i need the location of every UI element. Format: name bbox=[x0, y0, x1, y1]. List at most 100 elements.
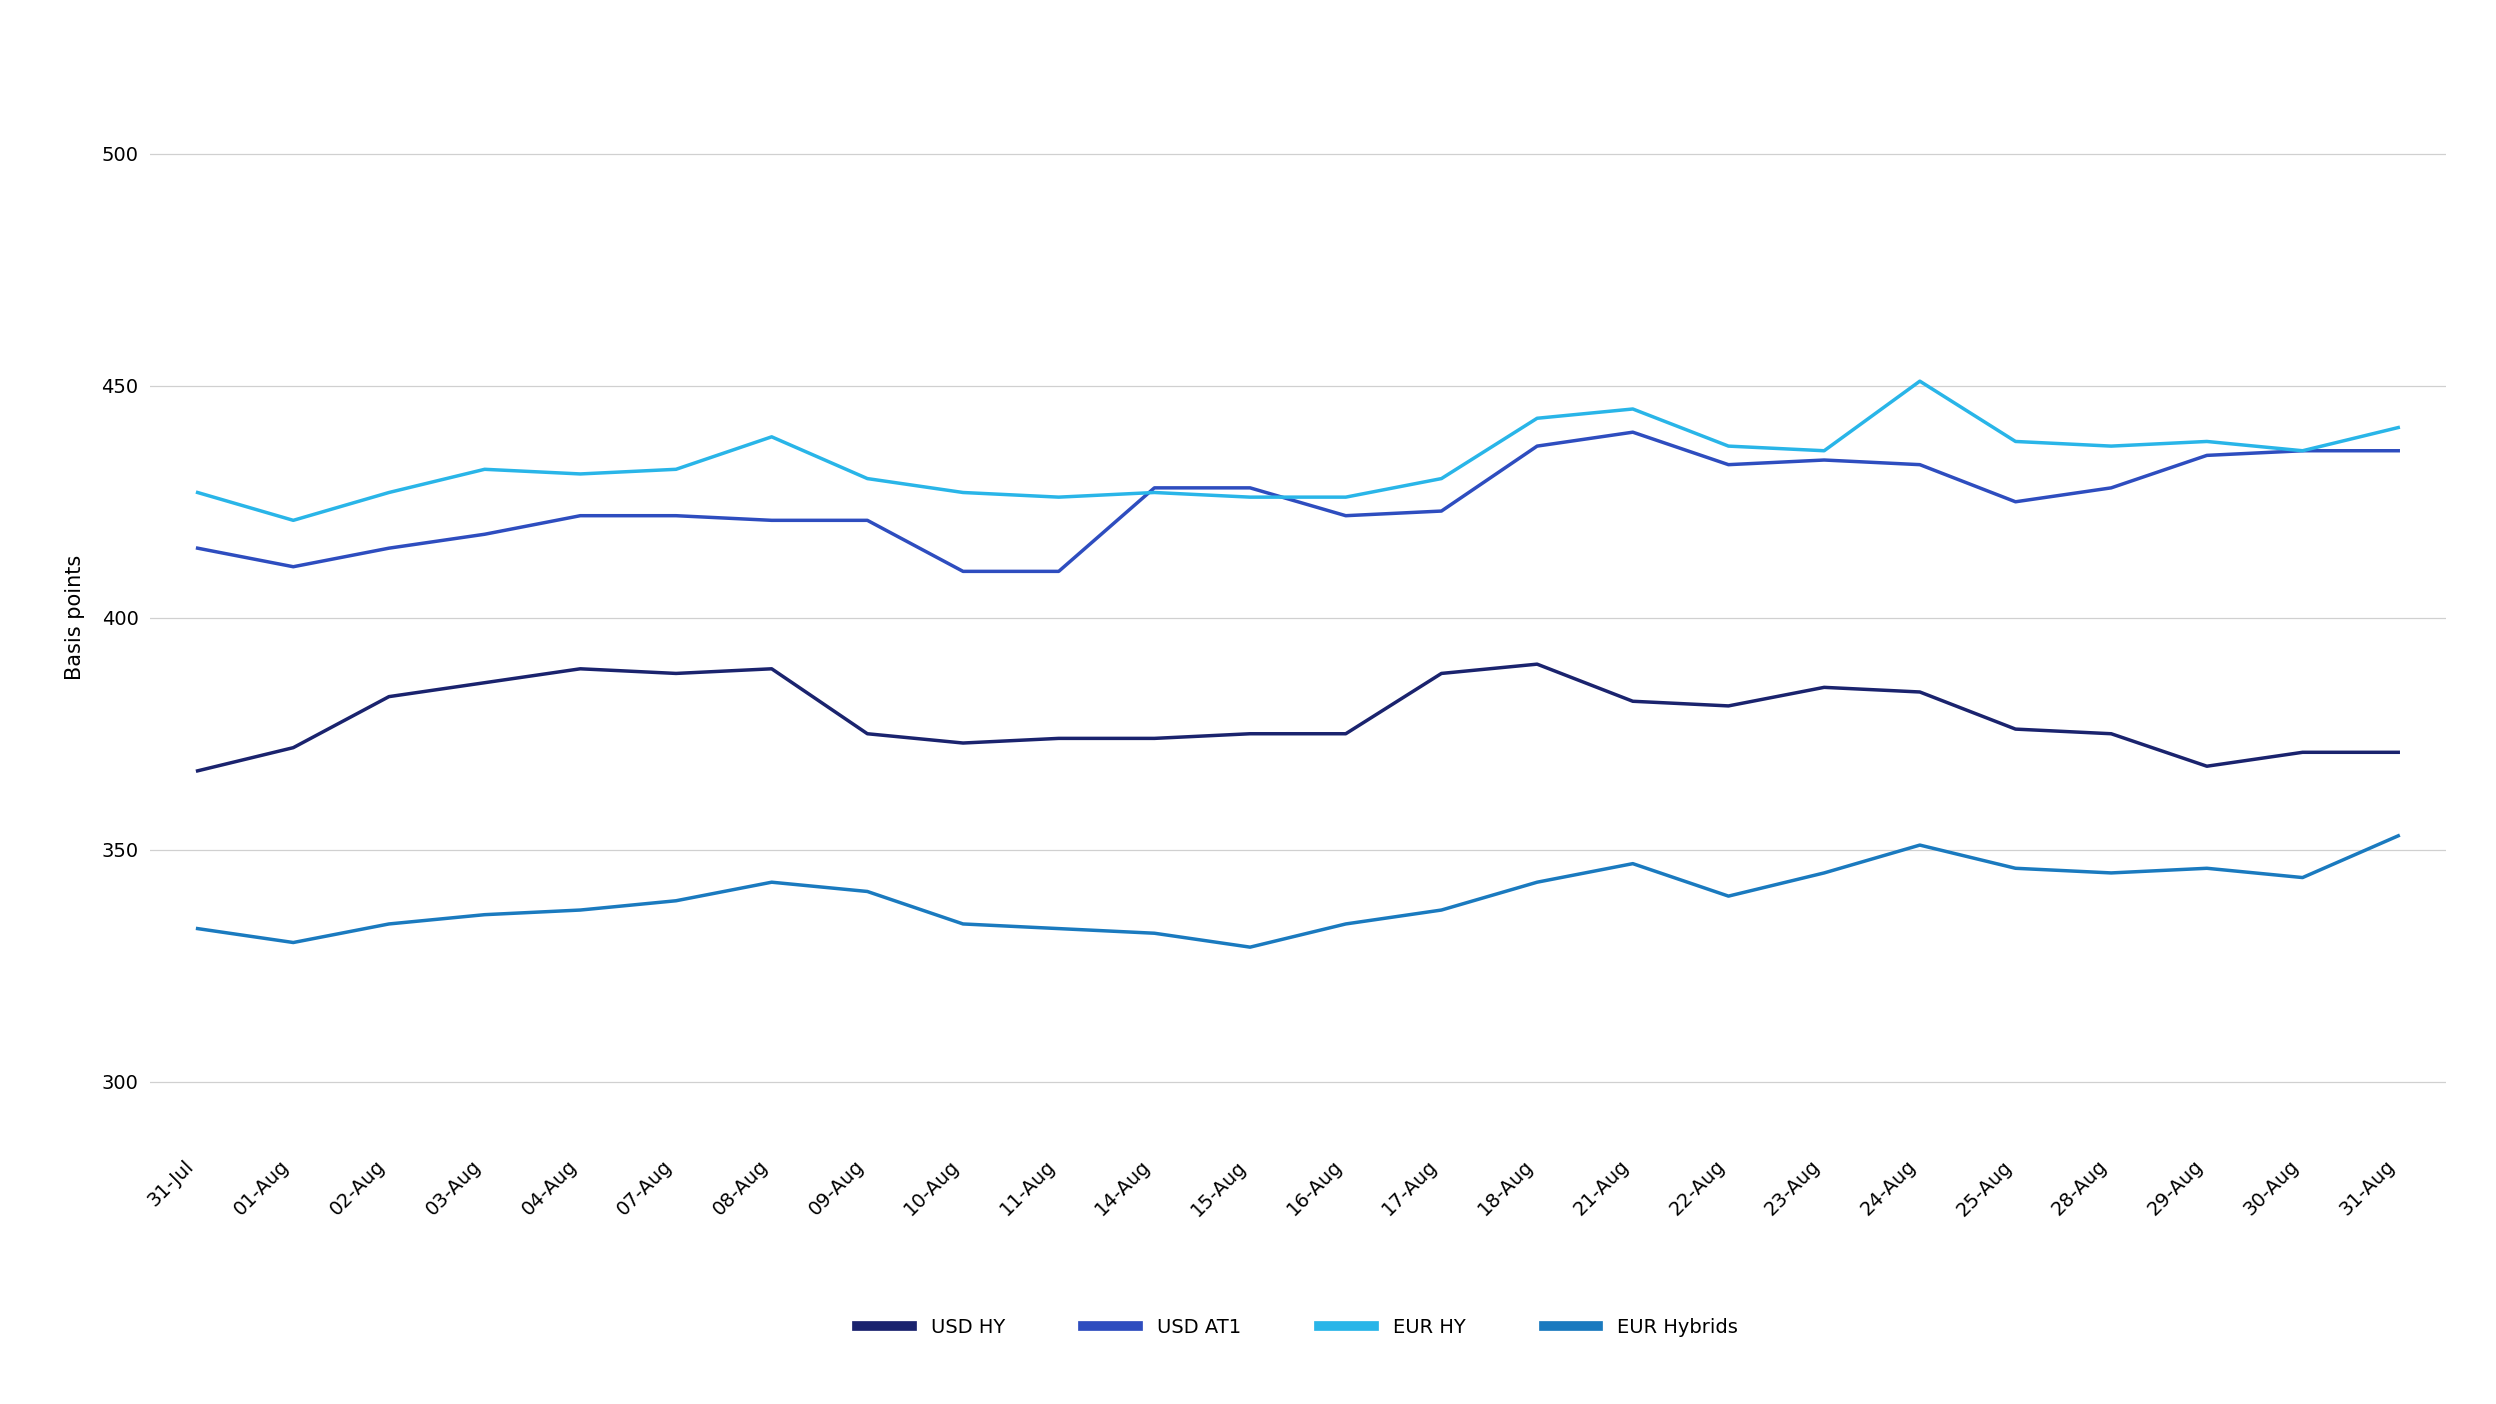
USD HY bbox=[2097, 726, 2127, 743]
USD HY bbox=[1330, 726, 1360, 743]
EUR Hybrids bbox=[374, 915, 404, 932]
USD HY bbox=[756, 660, 786, 677]
EUR HY bbox=[1999, 432, 2029, 449]
USD HY bbox=[2384, 744, 2414, 761]
EUR HY bbox=[277, 512, 307, 529]
EUR HY bbox=[756, 428, 786, 445]
EUR Hybrids bbox=[1236, 939, 1265, 956]
EUR Hybrids bbox=[1523, 873, 1553, 890]
EUR HY bbox=[564, 466, 594, 483]
USD AT1 bbox=[182, 539, 212, 556]
Legend: USD HY, USD AT1, EUR HY, EUR Hybrids: USD HY, USD AT1, EUR HY, EUR Hybrids bbox=[849, 1310, 1747, 1345]
EUR Hybrids bbox=[1425, 901, 1455, 918]
EUR HY bbox=[851, 470, 884, 487]
EUR HY bbox=[374, 484, 404, 501]
EUR Hybrids bbox=[2191, 859, 2221, 876]
USD HY bbox=[1999, 720, 2029, 737]
EUR HY bbox=[469, 461, 499, 477]
EUR Hybrids bbox=[1810, 865, 1840, 882]
USD AT1 bbox=[2286, 442, 2316, 459]
USD HY bbox=[1810, 680, 1840, 696]
USD AT1 bbox=[1330, 507, 1360, 524]
Line: USD HY: USD HY bbox=[197, 664, 2399, 771]
EUR Hybrids bbox=[2286, 869, 2316, 886]
USD HY bbox=[2286, 744, 2316, 761]
EUR Hybrids bbox=[948, 915, 978, 932]
EUR HY bbox=[1617, 400, 1647, 417]
EUR HY bbox=[1712, 438, 1742, 455]
EUR HY bbox=[2191, 432, 2221, 449]
USD AT1 bbox=[277, 559, 307, 576]
USD HY bbox=[661, 665, 691, 682]
USD HY bbox=[1712, 698, 1742, 715]
EUR HY bbox=[182, 484, 212, 501]
USD AT1 bbox=[1138, 479, 1168, 496]
USD AT1 bbox=[1617, 424, 1647, 441]
EUR Hybrids bbox=[1043, 920, 1073, 936]
USD HY bbox=[1425, 665, 1455, 682]
EUR HY bbox=[2286, 442, 2316, 459]
USD HY bbox=[2191, 758, 2221, 775]
USD AT1 bbox=[1810, 452, 1840, 469]
USD AT1 bbox=[1999, 493, 2029, 510]
Line: EUR Hybrids: EUR Hybrids bbox=[197, 835, 2399, 948]
EUR HY bbox=[2384, 420, 2414, 437]
EUR Hybrids bbox=[1617, 855, 1647, 872]
EUR HY bbox=[1523, 410, 1553, 427]
USD HY bbox=[1236, 726, 1265, 743]
EUR Hybrids bbox=[1712, 887, 1742, 904]
EUR Hybrids bbox=[2384, 827, 2414, 844]
EUR HY bbox=[661, 461, 691, 477]
EUR HY bbox=[1810, 442, 1840, 459]
EUR Hybrids bbox=[1330, 915, 1360, 932]
Line: USD AT1: USD AT1 bbox=[197, 432, 2399, 571]
USD HY bbox=[277, 740, 307, 757]
EUR Hybrids bbox=[661, 893, 691, 910]
EUR HY bbox=[2097, 438, 2127, 455]
USD AT1 bbox=[2097, 479, 2127, 496]
USD AT1 bbox=[374, 539, 404, 556]
USD HY bbox=[948, 734, 978, 751]
USD AT1 bbox=[1523, 438, 1553, 455]
USD AT1 bbox=[564, 507, 594, 524]
EUR HY bbox=[1904, 372, 1934, 389]
EUR Hybrids bbox=[564, 901, 594, 918]
EUR Hybrids bbox=[2097, 865, 2127, 882]
EUR HY bbox=[1236, 489, 1265, 505]
EUR HY bbox=[1138, 484, 1168, 501]
EUR Hybrids bbox=[851, 883, 884, 900]
Y-axis label: Basis points: Basis points bbox=[65, 555, 85, 681]
EUR HY bbox=[1425, 470, 1455, 487]
USD HY bbox=[1138, 730, 1168, 747]
USD HY bbox=[182, 762, 212, 779]
USD HY bbox=[469, 674, 499, 691]
USD HY bbox=[1904, 684, 1934, 701]
USD AT1 bbox=[661, 507, 691, 524]
USD AT1 bbox=[469, 526, 499, 543]
EUR Hybrids bbox=[469, 906, 499, 922]
USD AT1 bbox=[1425, 503, 1455, 519]
USD AT1 bbox=[948, 563, 978, 580]
EUR HY bbox=[948, 484, 978, 501]
USD AT1 bbox=[1712, 456, 1742, 473]
EUR HY bbox=[1043, 489, 1073, 505]
USD HY bbox=[1523, 656, 1553, 673]
USD HY bbox=[1617, 692, 1647, 709]
EUR HY bbox=[1330, 489, 1360, 505]
EUR Hybrids bbox=[1138, 925, 1168, 942]
USD HY bbox=[851, 726, 884, 743]
USD HY bbox=[1043, 730, 1073, 747]
EUR Hybrids bbox=[277, 934, 307, 951]
USD AT1 bbox=[1904, 456, 1934, 473]
USD AT1 bbox=[2191, 446, 2221, 463]
USD AT1 bbox=[1043, 563, 1073, 580]
EUR Hybrids bbox=[1999, 859, 2029, 876]
EUR Hybrids bbox=[182, 920, 212, 936]
EUR Hybrids bbox=[756, 873, 786, 890]
USD AT1 bbox=[756, 512, 786, 529]
USD AT1 bbox=[1236, 479, 1265, 496]
USD AT1 bbox=[851, 512, 884, 529]
Line: EUR HY: EUR HY bbox=[197, 380, 2399, 521]
USD AT1 bbox=[2384, 442, 2414, 459]
EUR Hybrids bbox=[1904, 837, 1934, 854]
